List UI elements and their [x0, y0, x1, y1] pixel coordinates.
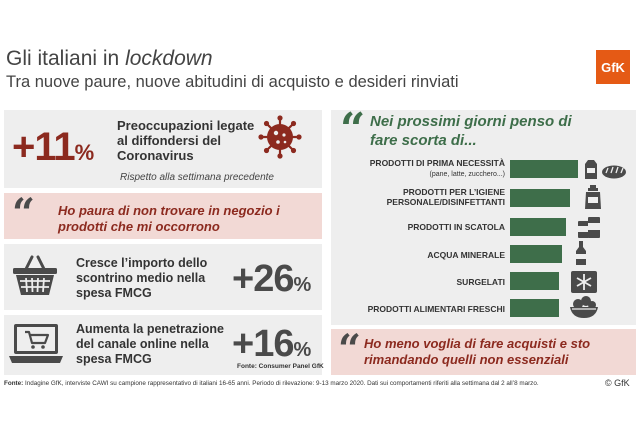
bar-label: PRODOTTI IN SCATOLA	[407, 222, 505, 232]
concern-text: Preoccupazioni legate al diffondersi del…	[117, 118, 255, 163]
water-bottle-icon	[574, 240, 588, 266]
stock-heading: Nei prossimi giorni penso di fare scorta…	[370, 113, 572, 149]
stock-bar	[510, 245, 562, 263]
quote-icon: “	[338, 326, 362, 373]
fresh-food-bowl-icon	[568, 295, 600, 319]
copyright: © GfK	[605, 378, 630, 388]
fear-panel	[4, 193, 322, 239]
bar-label: PRODOTTI ALIMENTARI FRESCHI	[367, 304, 505, 314]
online-text: Aumenta la penetrazione del canale onlin…	[76, 322, 224, 366]
quote-icon: “	[12, 190, 36, 237]
online-source: Fonte: Consumer Panel GfK	[237, 363, 324, 370]
shopping-basket-icon	[12, 253, 58, 297]
stock-bar	[510, 299, 559, 317]
page-title: Gli italiani in lockdown	[6, 47, 213, 70]
stock-bar	[510, 189, 570, 207]
concern-note: Rispetto alla settimana precedente	[120, 172, 274, 183]
postpone-panel	[331, 329, 636, 375]
fear-text: Ho paura di non trovare in negozio i pro…	[58, 203, 280, 234]
online-value: +16%	[232, 323, 311, 365]
quote-icon: “	[340, 104, 366, 155]
snowflake-icon	[570, 270, 598, 294]
bar-label: SURGELATI	[456, 277, 505, 287]
stock-bar	[510, 218, 566, 236]
soap-bottle-icon	[582, 184, 604, 210]
postpone-text: Ho meno voglia di fare acquisti e sto ri…	[364, 336, 591, 367]
stock-bar	[510, 272, 559, 290]
bar-label: PRODOTTI PER L’IGIENE PERSONALE/DISINFETT…	[386, 187, 505, 207]
bar-label: PRODOTTI DI PRIMA NECESSITÀ (pane, latte,…	[369, 158, 505, 178]
receipt-value: +26%	[232, 258, 311, 300]
laptop-cart-icon	[8, 322, 64, 366]
page-subtitle: Tra nuove paure, nuove abitudini di acqu…	[6, 73, 459, 91]
receipt-text: Cresce l’importo dello scontrino medio n…	[76, 256, 208, 300]
concern-value: +11%	[12, 125, 94, 169]
canned-food-icon	[576, 215, 602, 239]
footer-source: Fonte: Indagine GfK, interviste CAWI su …	[4, 380, 539, 387]
bread-milk-icon	[582, 158, 628, 180]
receipt-panel	[4, 244, 322, 310]
virus-icon	[258, 115, 302, 159]
gfk-logo: GfK	[596, 50, 630, 84]
stock-bar	[510, 160, 578, 178]
bar-label: ACQUA MINERALE	[427, 250, 505, 260]
